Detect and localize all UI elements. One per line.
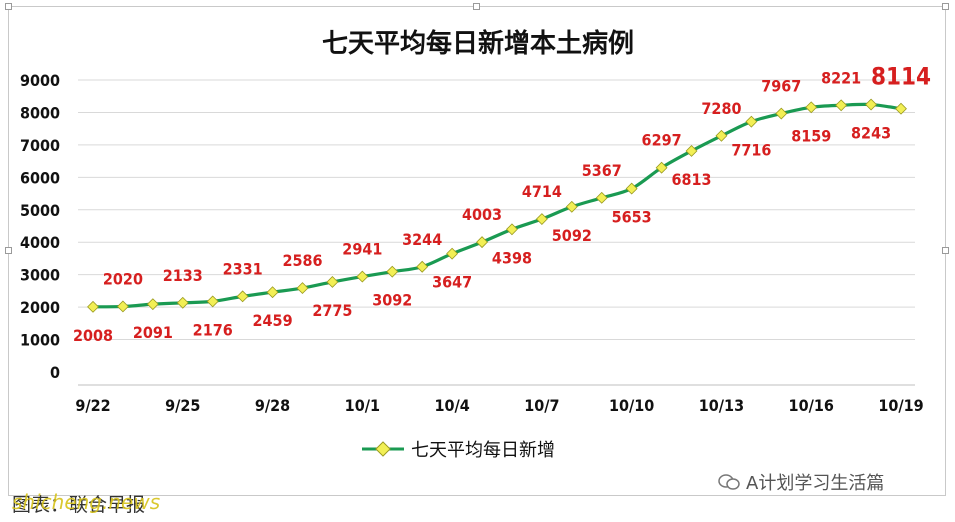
resize-handle-left[interactable] [5, 247, 12, 254]
data-point-15 [535, 213, 548, 225]
data-point-12 [446, 247, 459, 260]
data-point-7 [296, 282, 309, 295]
data-point-9 [356, 270, 369, 283]
x-tick-label-10-4: 10/4 [434, 396, 469, 415]
source-text: 图表：联合早报 [12, 494, 146, 516]
data-label-22: 7716 [731, 141, 771, 160]
y-tick-label-1000: 1000 [20, 331, 60, 350]
data-point-27 [895, 102, 907, 115]
data-point-6 [266, 286, 279, 299]
data-point-25 [835, 99, 848, 112]
data-label-21: 7280 [701, 99, 741, 118]
data-label-4: 2176 [193, 320, 233, 339]
data-point-16 [565, 200, 578, 213]
y-tick-label-7000: 7000 [20, 136, 60, 155]
data-label-7: 2586 [282, 251, 322, 270]
data-label-9: 2941 [342, 240, 382, 259]
data-label-26: 8243 [851, 124, 891, 143]
y-tick-label-2000: 2000 [20, 298, 60, 317]
x-tick-label-10-13: 10/13 [699, 396, 744, 415]
legend-label: 七天平均每日新增 [411, 440, 555, 461]
wechat-account-name: A计划学习生活篇 [746, 473, 885, 494]
data-point-11 [416, 260, 429, 273]
data-point-19 [655, 161, 668, 174]
data-point-10 [386, 265, 399, 278]
data-point-14 [506, 223, 518, 236]
series-line [92, 102, 902, 309]
y-tick-label-9000: 9000 [20, 71, 60, 90]
data-point-4 [206, 295, 219, 308]
data-label-0: 2008 [73, 326, 113, 345]
resize-handle-top-left[interactable] [5, 3, 12, 10]
data-label-3: 2133 [163, 266, 203, 285]
source-caption: 图表：联合早报 shicheng.news [12, 490, 160, 517]
data-point-13 [476, 236, 488, 249]
data-label-10: 3092 [372, 291, 412, 310]
data-label-1: 2020 [103, 269, 143, 288]
x-tick-label-9-25: 9/25 [165, 396, 200, 415]
data-label-23: 7967 [761, 77, 801, 96]
data-label-24: 8159 [791, 126, 831, 145]
data-point-1 [116, 300, 129, 313]
chart-frame [5, 3, 949, 496]
y-tick-label-3000: 3000 [20, 266, 60, 285]
data-point-26 [865, 98, 878, 111]
data-labels: 2008 2020 2091 2133 2176 2331 2459 2586 2775 2941… [73, 63, 931, 345]
y-axis-ticks: 0 1000 2000 3000 4000 5000 6000 7000 8000 9000 [20, 71, 60, 382]
series-markers [87, 98, 907, 313]
data-point-0 [87, 300, 99, 313]
data-point-5 [236, 290, 249, 303]
grid-lines [78, 79, 915, 341]
x-tick-label-10-10: 10/10 [609, 396, 654, 415]
data-point-24 [805, 101, 818, 114]
data-label-25: 8221 [821, 68, 861, 87]
data-point-21 [715, 129, 728, 142]
resize-handle-top-right[interactable] [942, 3, 949, 10]
data-point-20 [685, 145, 698, 157]
data-point-22 [745, 115, 758, 128]
x-tick-label-10-16: 10/16 [789, 396, 834, 415]
data-label-6: 2459 [253, 311, 293, 330]
data-label-16: 5092 [552, 226, 592, 245]
data-label-5: 2331 [223, 259, 263, 278]
wechat-account-badge: A计划学习生活篇 [718, 469, 884, 495]
data-label-19: 6297 [642, 131, 682, 150]
resize-handle-top[interactable] [473, 3, 480, 10]
data-point-3 [176, 296, 189, 309]
resize-handle-right[interactable] [942, 247, 949, 254]
data-label-15: 4714 [522, 182, 562, 201]
data-label-14: 4398 [492, 248, 532, 267]
data-label-12: 3647 [432, 273, 472, 292]
data-label-27: 8114 [871, 63, 931, 91]
x-axis: 9/22 9/25 9/28 10/1 10/4 10/7 10/10 10/13 10/16 1… [75, 384, 924, 415]
series-line-path [92, 102, 902, 309]
watermark-text: shicheng.news [12, 490, 161, 514]
legend: 七天平均每日新增 [362, 440, 555, 461]
chart-title: 七天平均每日新增本土病例 [322, 28, 634, 59]
data-point-2 [146, 298, 159, 311]
data-label-2: 2091 [133, 323, 173, 342]
data-label-11: 3244 [402, 230, 442, 249]
y-tick-label-5000: 5000 [20, 201, 60, 220]
x-tick-label-10-19: 10/19 [878, 396, 923, 415]
x-tick-label-9-22: 9/22 [75, 396, 110, 415]
y-tick-label-0: 0 [50, 363, 60, 382]
y-tick-label-6000: 6000 [20, 168, 60, 187]
x-tick-label-9-28: 9/28 [255, 396, 290, 415]
data-label-20: 6813 [671, 170, 711, 189]
y-tick-label-4000: 4000 [20, 233, 60, 252]
x-tick-label-10-1: 10/1 [345, 396, 380, 415]
data-point-23 [775, 107, 788, 120]
data-label-18: 5653 [612, 208, 652, 227]
wechat-icon [718, 473, 740, 490]
data-label-17: 5367 [582, 161, 622, 180]
data-label-8: 2775 [312, 301, 352, 320]
data-point-17 [595, 191, 608, 204]
data-label-13: 4003 [462, 205, 502, 224]
x-tick-label-10-7: 10/7 [524, 396, 559, 415]
y-tick-label-8000: 8000 [20, 103, 60, 122]
data-point-18 [625, 182, 638, 195]
data-point-8 [326, 276, 339, 288]
